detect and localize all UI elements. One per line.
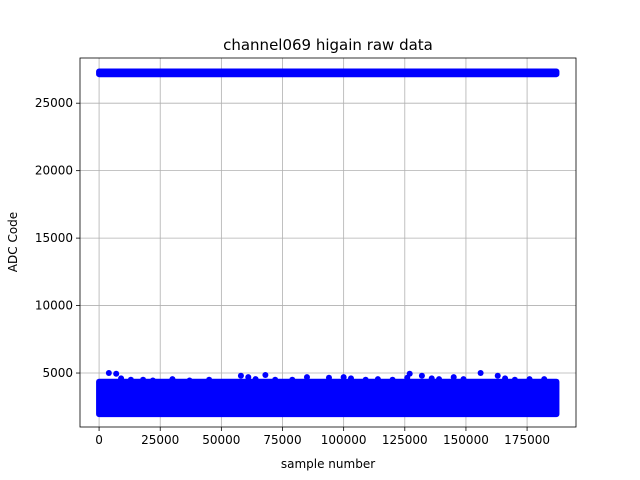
data-point	[428, 375, 435, 382]
data-band	[96, 68, 560, 78]
y-tick-label: 15000	[35, 231, 73, 245]
data-point	[252, 376, 259, 383]
y-tick-label: 20000	[35, 164, 73, 178]
data-point	[406, 370, 413, 377]
chart-title: channel069 higain raw data	[223, 36, 433, 54]
data-point	[169, 376, 176, 383]
data-point	[362, 376, 369, 383]
x-tick-label: 25000	[141, 433, 179, 447]
data-point	[389, 376, 396, 383]
data-point	[541, 376, 548, 383]
data-point	[494, 372, 501, 379]
data-point	[140, 376, 147, 383]
data-point	[460, 376, 467, 383]
data-point	[206, 376, 213, 383]
data-point	[272, 376, 279, 383]
data-point	[105, 370, 112, 377]
data-point	[303, 374, 310, 381]
data-points	[96, 68, 560, 418]
data-point	[526, 376, 533, 383]
data-point	[418, 372, 425, 379]
data-point	[127, 376, 134, 383]
data-point	[113, 370, 120, 377]
x-tick-label: 150000	[443, 433, 489, 447]
y-tick-label: 25000	[35, 96, 73, 110]
data-point	[149, 377, 156, 384]
data-point	[289, 376, 296, 383]
x-tick-label: 175000	[504, 433, 550, 447]
data-point	[340, 374, 347, 381]
data-point	[450, 374, 457, 381]
x-axis-label: sample number	[281, 457, 375, 471]
x-tick-label: 75000	[263, 433, 301, 447]
data-point	[374, 376, 381, 383]
y-tick-label: 10000	[35, 299, 73, 313]
x-tick-label: 0	[95, 433, 103, 447]
data-point	[511, 376, 518, 383]
data-band	[96, 378, 560, 418]
y-tick-label: 5000	[42, 366, 73, 380]
x-tick-label: 125000	[382, 433, 428, 447]
data-point	[347, 375, 354, 382]
data-point	[325, 374, 332, 381]
x-tick-label: 100000	[321, 433, 367, 447]
data-point	[186, 377, 193, 384]
data-point	[118, 375, 125, 382]
plot-area-frame	[79, 57, 577, 428]
y-axis-ticks: 5000 10000 15000 20000 25000	[35, 96, 80, 380]
data-point	[502, 375, 509, 382]
data-point	[262, 372, 269, 379]
y-axis-label: ADC Code	[6, 212, 20, 272]
data-point	[477, 370, 484, 377]
data-point	[237, 372, 244, 379]
x-tick-label: 50000	[202, 433, 240, 447]
grid-lines	[80, 58, 576, 427]
data-point	[245, 374, 252, 381]
data-point	[436, 376, 443, 383]
x-axis-ticks: 0 25000 50000 75000 100000 125000 150000 175000	[95, 427, 550, 447]
